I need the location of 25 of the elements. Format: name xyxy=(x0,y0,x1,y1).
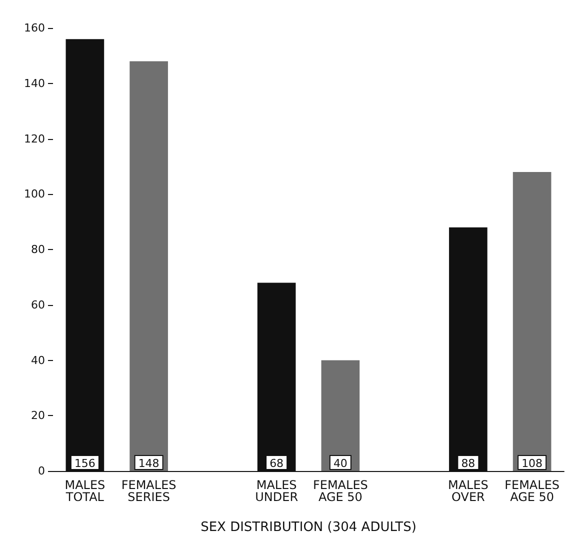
data-label: 68 xyxy=(270,457,284,470)
x-axis-title: SEX DISTRIBUTION (304 ADULTS) xyxy=(200,520,416,535)
y-tick-label: 140 xyxy=(24,76,45,90)
x-tick-label: FEMALES AGE 50 xyxy=(504,478,560,504)
data-label: 40 xyxy=(333,457,348,470)
x-tick-label: MALES UNDER xyxy=(255,478,298,504)
y-tick-label: 80 xyxy=(31,243,45,256)
data-label: 148 xyxy=(138,457,160,470)
x-tick-label: MALES OVER xyxy=(448,478,488,504)
y-tick-label: 40 xyxy=(31,354,45,367)
x-tick-label: FEMALES AGE 50 xyxy=(312,478,368,504)
data-label: 156 xyxy=(74,457,96,470)
y-tick-label: 100 xyxy=(24,188,45,201)
data-label: 88 xyxy=(461,457,476,470)
bar xyxy=(512,172,552,471)
x-tick-label: MALES TOTAL xyxy=(64,478,106,504)
y-tick-label: 120 xyxy=(24,132,45,146)
y-tick-label: 0 xyxy=(38,464,45,478)
bar xyxy=(321,360,360,471)
y-tick-label: 60 xyxy=(31,298,45,312)
x-tick-label: FEMALES SERIES xyxy=(121,478,176,504)
y-tick-label: 160 xyxy=(24,22,45,34)
bar xyxy=(130,61,168,471)
y-tick-label: 20 xyxy=(31,409,45,422)
data-label: 108 xyxy=(522,457,543,470)
